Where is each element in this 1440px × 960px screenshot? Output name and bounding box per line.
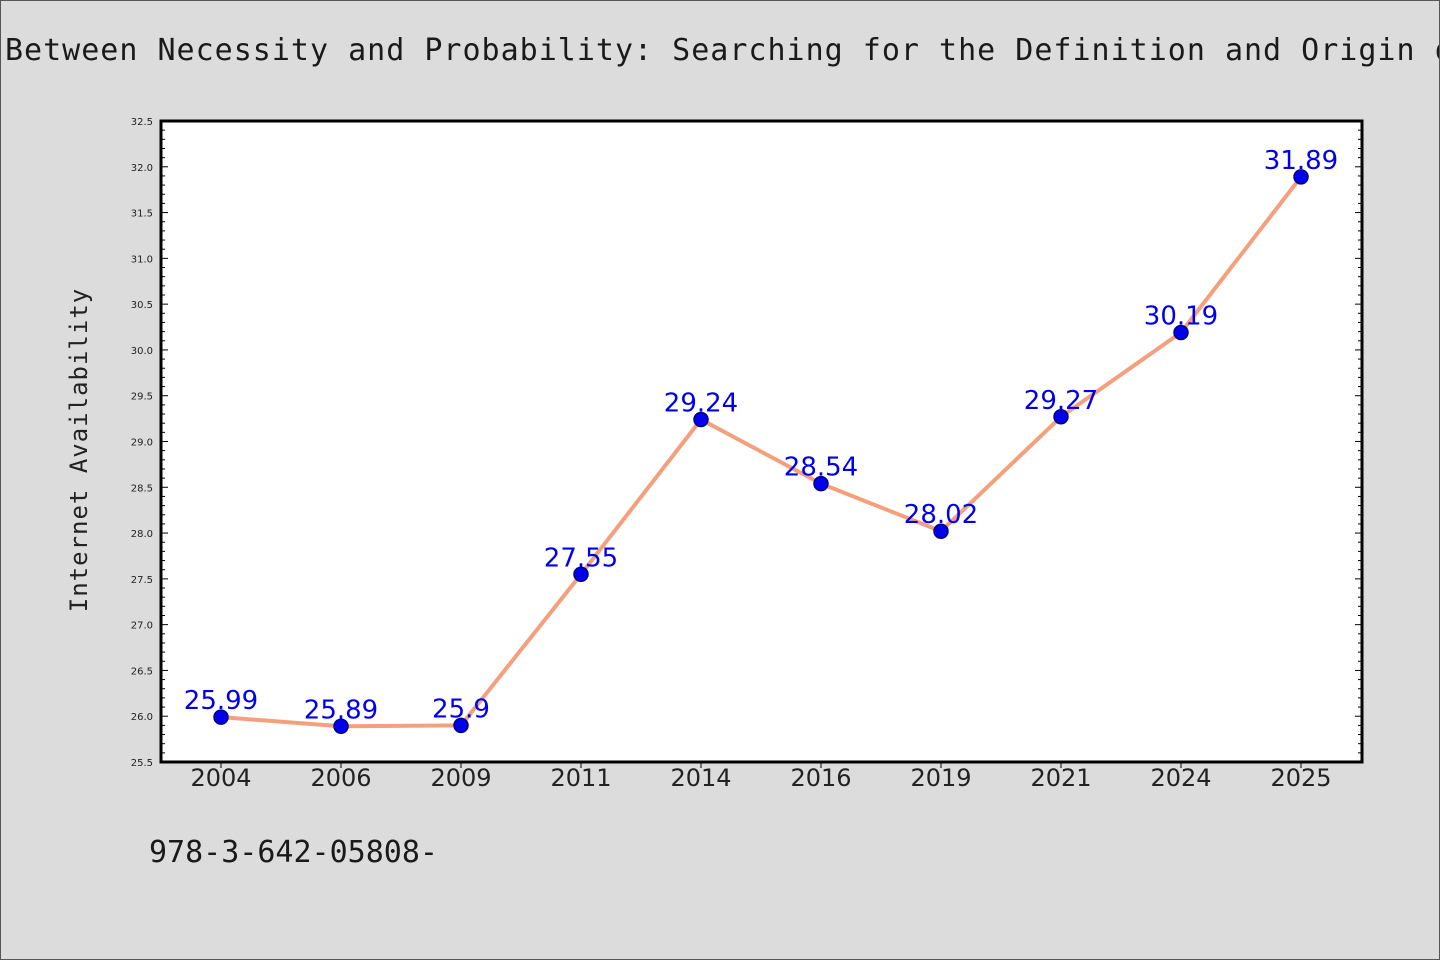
data-label: 25.89: [304, 695, 378, 725]
footnote-text: 978-3-642-05808-: [149, 835, 438, 870]
y-tick-label: 32.0: [131, 163, 153, 174]
y-tick-label: 25.5: [131, 758, 153, 769]
y-tick-label: 28.5: [131, 483, 153, 494]
data-point: [1293, 169, 1309, 185]
data-label: 29.27: [1024, 386, 1098, 416]
x-tick-label: 2009: [430, 764, 491, 792]
x-tick-label: 2016: [790, 764, 851, 792]
chart-title: Between Necessity and Probability: Searc…: [5, 33, 1440, 68]
y-axis-label: Internet Availability: [65, 288, 93, 612]
y-tick-label: 28.0: [131, 529, 153, 540]
y-tick-label: 26.0: [131, 712, 153, 723]
data-point: [933, 523, 949, 539]
plot-area: [159, 119, 1364, 764]
x-tick-label: 2011: [550, 764, 611, 792]
y-tick-label: 30.5: [131, 300, 153, 311]
data-point: [813, 475, 829, 492]
data-label: 25.9: [432, 694, 490, 724]
x-tick-label: 2025: [1270, 764, 1331, 792]
data-point: [573, 566, 589, 583]
data-label: 29.24: [664, 389, 738, 419]
data-label: 30.19: [1144, 302, 1218, 332]
data-point: [213, 709, 229, 725]
y-tick-label: 30.0: [131, 346, 153, 357]
x-tick-label: 2024: [1150, 764, 1211, 792]
data-point: [333, 718, 349, 735]
y-tick-label: 31.0: [131, 254, 153, 265]
data-label: 31.89: [1264, 146, 1338, 176]
data-point: [1173, 324, 1189, 341]
x-tick-label: 2004: [190, 764, 251, 792]
series-layer: [213, 169, 1309, 735]
y-axis: 25.5 26.0 26.5 27.0 27.5 28.0 28.5 29.0 29.5 30.0…: [131, 117, 1362, 769]
data-labels-layer: 25.99 25.89 25.9 27.55 29.24 28.54 28.02 29.27 3…: [184, 146, 1338, 725]
y-tick-label: 29.0: [131, 438, 153, 449]
data-label: 28.02: [904, 500, 978, 530]
series-line: [219, 174, 1303, 729]
x-tick-label: 2019: [910, 764, 971, 792]
data-point: [453, 717, 469, 734]
y-tick-label: 29.5: [131, 392, 153, 403]
x-tick-label: 2006: [310, 764, 371, 792]
y-tick-label: 27.5: [131, 575, 153, 586]
data-label: 27.55: [544, 543, 618, 573]
x-tick-label: 2021: [1030, 764, 1091, 792]
data-label: 28.54: [784, 453, 858, 483]
y-tick-label: 27.0: [131, 621, 153, 632]
data-point: [693, 411, 709, 428]
data-point: [1053, 409, 1069, 425]
y-tick-label: 26.5: [131, 666, 153, 677]
x-axis: 2004 2006 2009 2011 2014 2016 2019 2021 2024 2025: [190, 762, 1332, 792]
y-tick-label: 32.5: [131, 117, 153, 128]
data-label: 25.99: [184, 686, 258, 716]
y-tick-label: 31.5: [131, 209, 153, 220]
x-tick-label: 2014: [670, 764, 731, 792]
